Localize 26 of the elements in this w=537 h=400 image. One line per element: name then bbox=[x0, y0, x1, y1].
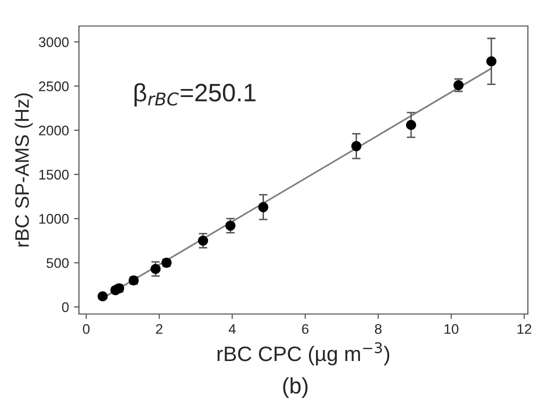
y-axis-title: rBC SP-AMS (Hz) bbox=[14, 93, 33, 246]
y-tick-label: 500 bbox=[46, 258, 69, 268]
x-axis-title: rBC CPC (µg m$^{−3}$) bbox=[218, 342, 390, 366]
point bbox=[150, 264, 161, 274]
x-tick-label: 0 bbox=[82, 324, 90, 334]
point bbox=[351, 141, 362, 152]
y-tick-label: 3000 bbox=[38, 37, 69, 48]
point bbox=[198, 236, 208, 246]
point bbox=[486, 56, 496, 66]
x-tick-label: 4 bbox=[228, 324, 236, 334]
text: (b) bbox=[283, 377, 308, 398]
annotation: β$_{rBC}$=250.1 bbox=[134, 83, 256, 106]
y-tick-label: 1000 bbox=[39, 214, 69, 224]
y-tick-label: 2000 bbox=[39, 126, 69, 136]
x-tick-label: 12 bbox=[518, 324, 532, 334]
x-tick-label: 10 bbox=[444, 324, 458, 334]
point bbox=[225, 220, 236, 231]
x-tick-label: 2 bbox=[156, 324, 162, 334]
y-tick-label: 2500 bbox=[39, 81, 69, 92]
point bbox=[258, 202, 268, 212]
point bbox=[406, 120, 416, 130]
x-tick-label: 8 bbox=[374, 324, 382, 334]
x-tick-label: 6 bbox=[302, 324, 308, 334]
y-tick-label: 0 bbox=[62, 302, 69, 312]
point bbox=[98, 291, 108, 302]
y-tick-label: 1500 bbox=[39, 170, 69, 180]
